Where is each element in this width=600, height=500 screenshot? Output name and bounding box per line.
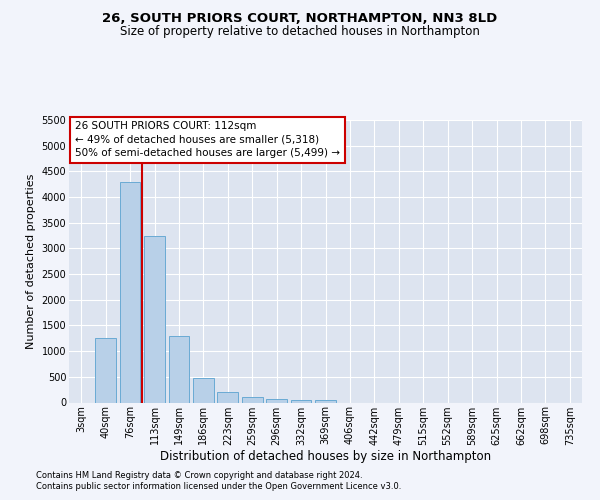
- Bar: [144, 236, 165, 402]
- Text: Contains HM Land Registry data © Crown copyright and database right 2024.: Contains HM Land Registry data © Crown c…: [36, 471, 362, 480]
- Text: 26, SOUTH PRIORS COURT, NORTHAMPTON, NN3 8LD: 26, SOUTH PRIORS COURT, NORTHAMPTON, NN3…: [103, 12, 497, 26]
- Text: 26 SOUTH PRIORS COURT: 112sqm
← 49% of detached houses are smaller (5,318)
50% o: 26 SOUTH PRIORS COURT: 112sqm ← 49% of d…: [75, 122, 340, 158]
- Bar: [95, 338, 116, 402]
- Text: Contains public sector information licensed under the Open Government Licence v3: Contains public sector information licen…: [36, 482, 401, 491]
- X-axis label: Distribution of detached houses by size in Northampton: Distribution of detached houses by size …: [160, 450, 491, 464]
- Bar: [119, 182, 140, 402]
- Y-axis label: Number of detached properties: Number of detached properties: [26, 174, 36, 349]
- Bar: [217, 392, 238, 402]
- Bar: [193, 378, 214, 402]
- Bar: [242, 398, 263, 402]
- Bar: [315, 400, 336, 402]
- Bar: [169, 336, 190, 402]
- Bar: [290, 400, 311, 402]
- Text: Size of property relative to detached houses in Northampton: Size of property relative to detached ho…: [120, 25, 480, 38]
- Bar: [266, 399, 287, 402]
